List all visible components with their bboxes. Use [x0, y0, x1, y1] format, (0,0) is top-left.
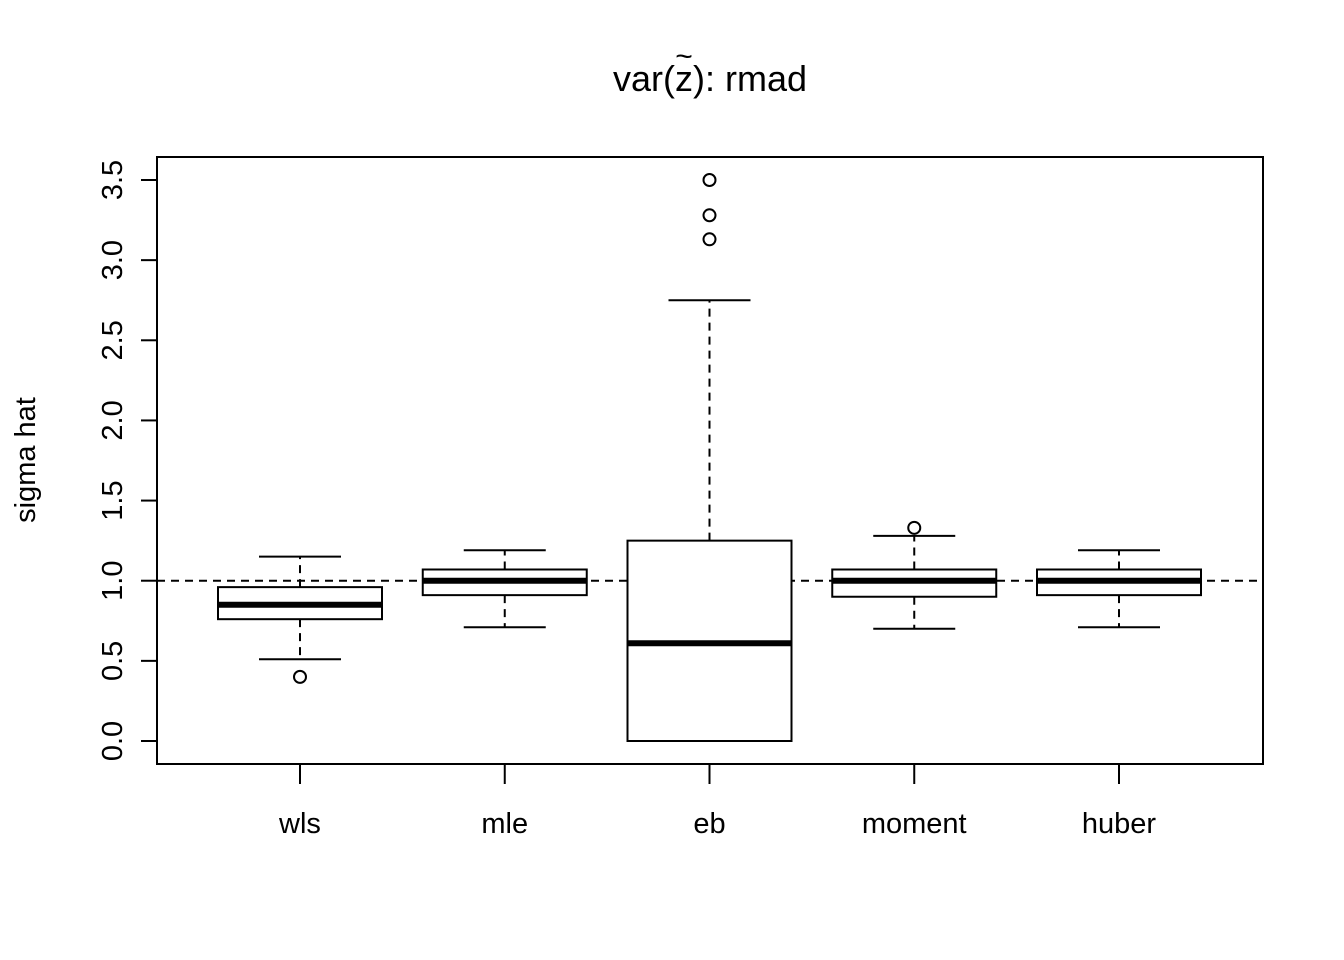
y-tick-label: 1.0: [97, 561, 129, 601]
y-tick-label: 2.0: [97, 400, 129, 440]
y-axis: 0.0 0.5 1.0 1.5 2.0 2.5 3.0 3.5: [97, 160, 157, 761]
outlier-point: [293, 669, 307, 684]
box-wls: [217, 555, 383, 684]
box-huber: [1036, 549, 1202, 629]
y-axis-label: sigma hat: [10, 397, 42, 523]
y-tick-label: 2.5: [97, 320, 129, 360]
y-tick-label: 3.0: [97, 240, 129, 280]
chart-title: var(z): rmad ~: [613, 40, 807, 99]
x-tick-label: moment: [862, 808, 967, 840]
chart-title-text: var(z): rmad: [613, 58, 807, 99]
title-suffix: ): rmad: [693, 58, 807, 99]
x-tick-label: eb: [693, 808, 725, 840]
x-axis: wls mle eb moment huber: [278, 764, 1156, 840]
y-tick-label: 1.5: [97, 480, 129, 520]
outlier-point: [702, 232, 717, 247]
y-tick-label: 0.5: [97, 641, 129, 681]
x-tick-label: wls: [278, 808, 321, 840]
outlier-point: [702, 173, 717, 187]
outlier-point: [702, 208, 717, 223]
title-tilde: ~: [675, 40, 693, 73]
boxes: [217, 173, 1202, 743]
box-eb: [626, 173, 793, 743]
box-mle: [421, 549, 588, 629]
title-prefix: var(: [613, 58, 675, 99]
box-moment: [831, 520, 998, 630]
title-var: z: [675, 58, 693, 99]
y-tick-label: 0.0: [97, 721, 129, 761]
x-tick-label: mle: [481, 808, 528, 840]
outlier-point: [907, 520, 922, 535]
y-tick-label: 3.5: [97, 160, 129, 200]
x-tick-label: huber: [1082, 808, 1157, 840]
